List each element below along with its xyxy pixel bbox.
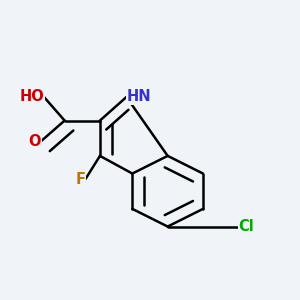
Text: O: O: [28, 134, 41, 149]
Text: HO: HO: [19, 89, 44, 104]
Text: F: F: [75, 172, 85, 187]
Text: HN: HN: [126, 89, 151, 104]
Text: Cl: Cl: [238, 219, 254, 234]
